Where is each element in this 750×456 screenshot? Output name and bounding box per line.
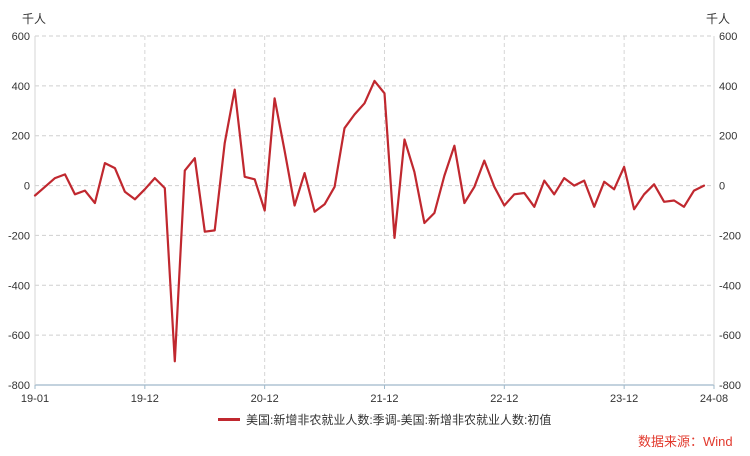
x-tick-label: 23-12: [610, 393, 638, 405]
y-tick-label-right: -400: [719, 280, 741, 292]
left-axis-unit: 千人: [22, 12, 47, 26]
y-tick-label-right: 400: [719, 81, 737, 93]
y-tick-label-right: -600: [719, 330, 741, 342]
source-label: 数据来源：Wind: [638, 434, 733, 449]
y-tick-label-left: 400: [12, 81, 30, 93]
y-tick-label-right: -200: [719, 230, 741, 242]
legend: 美国:新增非农就业人数:季调-美国:新增非农就业人数:初值: [218, 411, 551, 428]
y-tick-label-left: 600: [12, 31, 30, 43]
legend-label: 美国:新增非农就业人数:季调-美国:新增非农就业人数:初值: [246, 413, 552, 427]
x-tick-label: 20-12: [251, 393, 279, 405]
y-tick-label-left: 0: [24, 181, 30, 193]
y-tick-label-left: -800: [8, 380, 30, 392]
y-tick-label-right: 600: [719, 31, 737, 43]
x-tick-label: 19-01: [21, 393, 49, 405]
series-line: [33, 79, 706, 363]
y-tick-label-right: 200: [719, 131, 737, 143]
x-tick-label: 24-08: [700, 393, 728, 405]
right-axis-unit: 千人: [706, 12, 731, 26]
y-tick-label-left: -200: [8, 230, 30, 242]
y-tick-label-left: -400: [8, 280, 30, 292]
x-tick-label: 21-12: [370, 393, 398, 405]
y-tick-label-left: 200: [12, 131, 30, 143]
y-tick-label-right: 0: [719, 181, 725, 193]
y-tick-label-right: -800: [719, 380, 741, 392]
y-tick-label-left: -600: [8, 330, 30, 342]
x-tick-label: 22-12: [490, 393, 518, 405]
legend-swatch: [218, 418, 240, 421]
x-tick-label: 19-12: [131, 393, 159, 405]
